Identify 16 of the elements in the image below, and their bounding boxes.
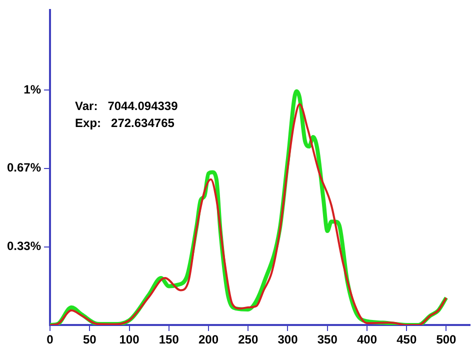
x-tick-label: 250 [238,332,258,346]
annotation: Exp: 272.634765 [75,116,175,130]
x-tick-label: 200 [198,332,219,346]
x-tick-label: 400 [356,332,378,346]
x-tick-label: 100 [119,332,140,346]
y-tick-label: 1% [24,82,42,96]
y-tick-label: 0.67% [6,160,42,175]
x-tick-label: 0 [46,332,54,346]
y-tick-label: 0.33% [6,239,42,254]
x-tick-label: 150 [158,332,180,346]
x-tick-label: 350 [317,332,338,346]
annotation: Var: 7044.094339 [75,99,178,114]
x-tick-label: 50 [82,332,97,346]
x-tick-label: 300 [278,332,298,346]
x-tick-label: 450 [396,332,417,346]
x-tick-label: 500 [436,332,457,346]
